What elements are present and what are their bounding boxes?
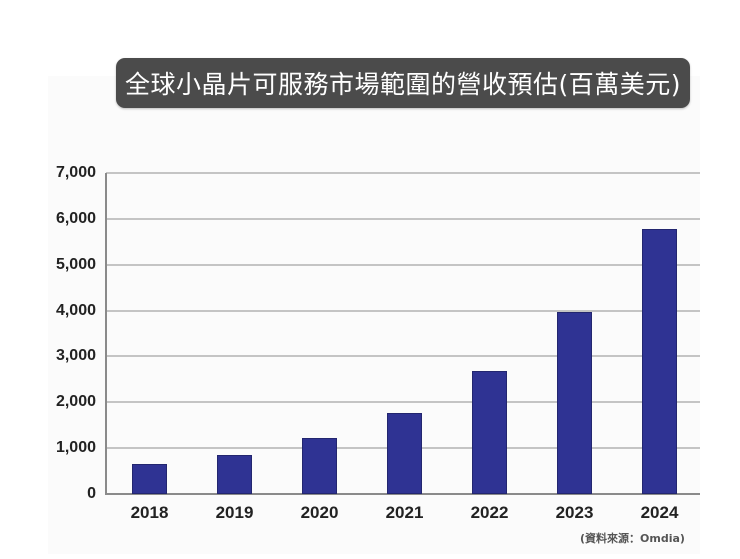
- gridline: [106, 217, 700, 220]
- y-tick-label: 4,000: [55, 301, 96, 319]
- source-note: (資料來源：Omdia): [580, 532, 685, 545]
- y-tick-label: 0: [87, 485, 96, 502]
- x-tick-label: 2020: [300, 503, 339, 522]
- x-tick-label: 2021: [385, 503, 424, 522]
- chart-title: 全球小晶片可服務市場範圍的營收預估(百萬美元): [116, 58, 690, 108]
- bar-2022: [472, 371, 507, 494]
- y-tick-label: 3,000: [55, 347, 96, 365]
- gridline: [106, 401, 700, 404]
- y-tick-label: 7,000: [55, 164, 96, 181]
- y-tick-label: 2,000: [55, 393, 96, 411]
- gridline: [106, 309, 700, 312]
- y-tick-label: 6,000: [55, 209, 96, 227]
- x-tick-label: 2019: [215, 503, 254, 522]
- gridline: [106, 355, 700, 358]
- x-tick-label: 2024: [640, 503, 679, 522]
- y-axis: [105, 173, 107, 495]
- x-axis: [105, 493, 700, 495]
- y-tick-label: 5,000: [55, 255, 96, 273]
- bar-2023: [557, 311, 592, 494]
- gridline: [106, 172, 700, 174]
- x-tick-label: 2022: [470, 503, 509, 522]
- bar-2021: [387, 412, 422, 494]
- x-tick-label: 2018: [130, 503, 169, 522]
- bar-2024: [642, 229, 677, 494]
- bar-2018: [132, 463, 167, 494]
- x-tick-label: 2023: [555, 503, 594, 522]
- bar-2019: [217, 454, 252, 494]
- y-tick-label: 1,000: [55, 439, 96, 457]
- gridline: [106, 263, 700, 266]
- bar-2020: [302, 437, 337, 494]
